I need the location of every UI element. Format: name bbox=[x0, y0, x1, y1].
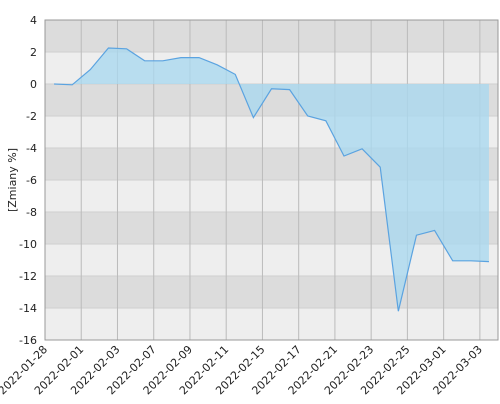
stripe bbox=[45, 276, 498, 308]
y-tick-label: -16 bbox=[19, 334, 37, 347]
y-tick-label: -6 bbox=[26, 174, 37, 187]
stripe bbox=[45, 308, 498, 340]
area-fill bbox=[54, 48, 489, 312]
plot-border bbox=[44, 19, 499, 341]
area-line bbox=[54, 47, 489, 312]
y-tick-label: -4 bbox=[26, 142, 37, 155]
y-tick-label: 4 bbox=[30, 14, 37, 27]
y-tick-label: -14 bbox=[19, 302, 37, 315]
stripe bbox=[45, 20, 498, 52]
y-tick-label: -2 bbox=[26, 110, 37, 123]
stripe bbox=[45, 244, 498, 276]
y-tick-label: 0 bbox=[30, 78, 37, 91]
y-axis-label: [Zmiany %] bbox=[6, 148, 19, 212]
y-tick-label: 2 bbox=[30, 46, 37, 59]
y-tick-label: -12 bbox=[19, 270, 37, 283]
y-tick-label: -10 bbox=[19, 238, 37, 251]
y-tick-label: -8 bbox=[26, 206, 37, 219]
